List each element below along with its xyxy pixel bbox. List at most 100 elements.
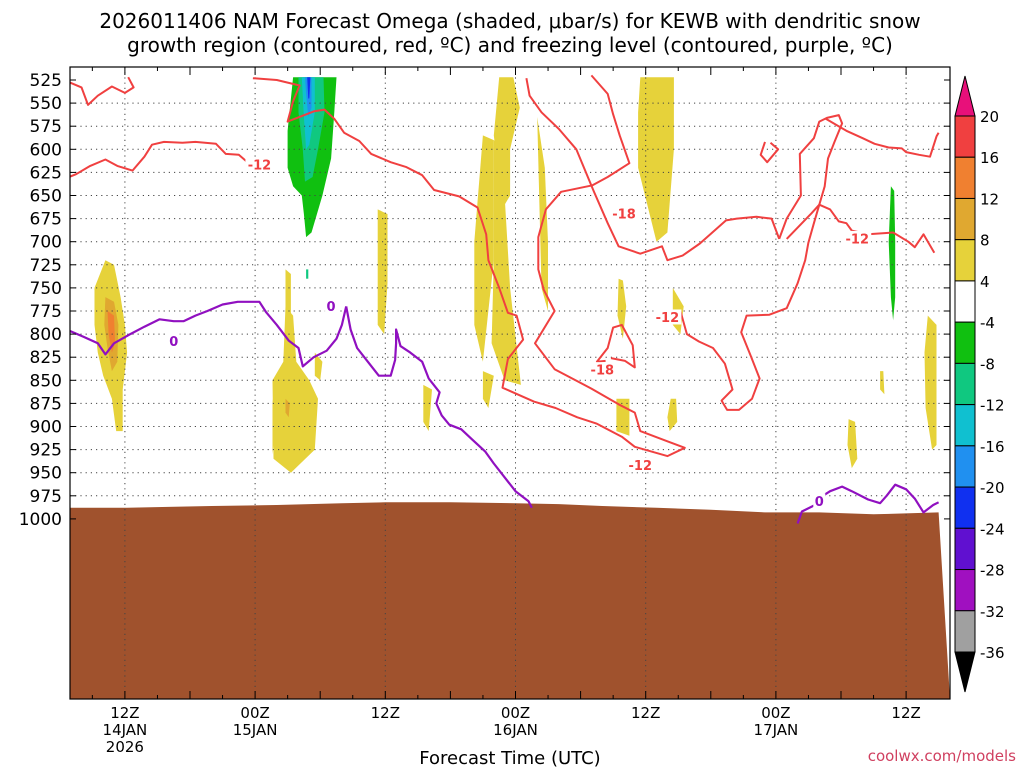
contour-label-4: -12 — [629, 459, 653, 474]
colorbar-box — [954, 156, 976, 199]
contour-label-bg — [653, 309, 682, 325]
omega-region-28 — [307, 77, 311, 99]
x-tick-label: 12Z — [631, 704, 660, 722]
omega-region-18 — [847, 419, 858, 469]
colorbar-box — [954, 321, 976, 364]
omega-region-16 — [667, 398, 678, 432]
dendritic-contour-0 — [70, 76, 135, 106]
omega-region-1 — [638, 77, 674, 242]
y-tick-label: 975 — [30, 487, 62, 507]
colorbar-label: 8 — [980, 232, 990, 250]
colorbar-top-arrow — [954, 75, 976, 117]
omega-region-4 — [491, 140, 521, 385]
omega-region-20 — [880, 371, 885, 395]
x-tick-label: 14JAN — [103, 721, 148, 739]
dendritic-contour-3 — [525, 78, 781, 262]
terrain — [70, 502, 950, 699]
contour-label-5: -12 — [846, 232, 870, 247]
colorbar-bottom-arrow — [954, 651, 976, 693]
dendritic-contour-4 — [661, 114, 844, 411]
contour-label-bg — [167, 333, 180, 349]
y-tick-label: 750 — [30, 279, 62, 299]
x-tick-label: 17JAN — [754, 721, 799, 739]
colorbar-label: -16 — [980, 438, 1005, 456]
omega-region-11 — [272, 398, 276, 455]
x-tick-label: 15JAN — [233, 721, 278, 739]
contour-label-bg — [813, 493, 826, 509]
colorbar-box — [954, 610, 976, 653]
contour-labels: -12 -18 -12 -18 -12 -12 0 0 0 — [167, 157, 872, 510]
y-tick-label: 950 — [30, 464, 62, 484]
x-tick-label: 12Z — [371, 704, 400, 722]
y-tick-label: 525 — [30, 71, 62, 91]
freezing-contour-1 — [345, 306, 533, 509]
colorbar-label: 20 — [980, 108, 999, 126]
colorbar-box — [954, 527, 976, 571]
dendritic-contour-1 — [70, 140, 249, 178]
omega-region-3 — [537, 117, 548, 311]
colorbar-label: 16 — [980, 149, 999, 167]
plot-frame — [69, 66, 951, 700]
y-tick-label: 925 — [30, 441, 62, 461]
colorbar-label: -8 — [980, 355, 995, 373]
omega-region-8 — [423, 384, 432, 432]
colorbar-box — [954, 362, 976, 406]
contour-label-bg — [610, 205, 638, 221]
omega-region-22 — [107, 311, 116, 353]
contour-label-2: -12 — [656, 311, 680, 326]
omega-region-19 — [924, 315, 937, 450]
contour-label-3: -18 — [591, 364, 615, 379]
freezing-contour-0 — [70, 300, 348, 368]
y-tick-label: 1000 — [19, 510, 62, 530]
dendritic-contour-8 — [825, 117, 940, 158]
colorbar-label: -12 — [980, 397, 1005, 415]
y-tick-label: 775 — [30, 302, 62, 322]
omega-region-12 — [314, 352, 323, 381]
x-tick-label: 12Z — [110, 704, 139, 722]
x-tick-label: 00Z — [761, 704, 790, 722]
colorbar-label: -20 — [980, 479, 1005, 497]
colorbar-box — [954, 280, 976, 323]
omega-region-13 — [285, 269, 291, 316]
terrain-fill — [70, 502, 950, 699]
colorbar-box — [954, 197, 976, 241]
contour-label-bg — [325, 298, 338, 314]
contour-label-bg — [245, 157, 274, 173]
y-tick-label: 725 — [30, 256, 62, 276]
colorbar-label: -28 — [980, 562, 1005, 580]
watermark: coolwx.com/models — [868, 747, 1016, 765]
x-axis-label: Forecast Time (UTC) — [419, 748, 600, 768]
colorbar-box — [954, 115, 976, 158]
y-tick-label: 550 — [30, 94, 62, 114]
chart-title-line2: growth region (contoured, red, ºC) and f… — [127, 33, 893, 57]
dendritic-contour-2 — [252, 74, 686, 458]
dendritic-contour-7 — [785, 203, 936, 254]
colorbar-label: -32 — [980, 603, 1005, 621]
x-tick-label: 00Z — [240, 704, 269, 722]
colorbar-label: -4 — [980, 314, 995, 332]
omega-shading — [94, 77, 937, 473]
y-tick-label: 875 — [30, 394, 62, 414]
colorbar-box — [954, 404, 976, 447]
contour-label-bg — [626, 457, 655, 473]
colorbar-box — [954, 486, 976, 529]
omega-region-30 — [306, 269, 309, 279]
omega-region-5 — [474, 135, 494, 362]
dendritic-contour-6 — [759, 141, 780, 164]
x-tick-label: 00Z — [501, 704, 530, 722]
plot-area — [70, 67, 950, 699]
y-tick-label: 600 — [30, 140, 62, 160]
contour-label-bg — [588, 362, 617, 378]
y-tick-label: 900 — [30, 418, 62, 438]
x-tick-label: 12Z — [891, 704, 920, 722]
contour-label-bg — [843, 230, 872, 246]
omega-region-10 — [272, 306, 318, 473]
y-tick-label: 625 — [30, 163, 62, 183]
contour-label-1: -18 — [612, 207, 636, 222]
colorbar-box — [954, 239, 976, 282]
colorbar-label: -24 — [980, 520, 1005, 538]
y-tick-label: 700 — [30, 233, 62, 253]
y-tick-label: 675 — [30, 210, 62, 230]
